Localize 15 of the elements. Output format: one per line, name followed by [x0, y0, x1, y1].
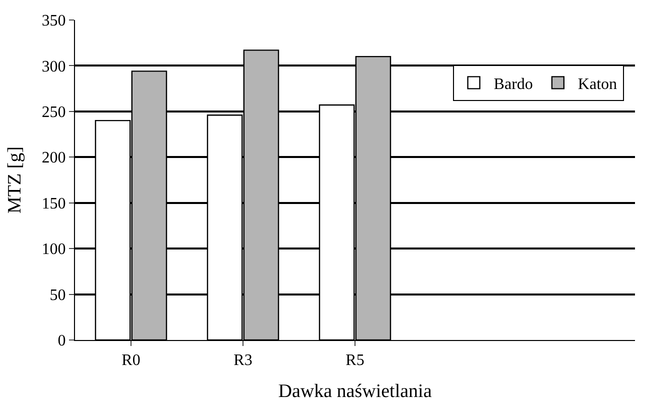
y-tick-label: 200 [42, 150, 66, 167]
y-tick-label: 150 [42, 195, 66, 212]
x-axis-title: Dawka naświetlania [278, 381, 432, 402]
y-tick-label: 350 [42, 12, 66, 30]
legend-label: Bardo [494, 76, 533, 93]
x-tick-label: R5 [346, 352, 364, 370]
y-tick-label: 300 [42, 58, 66, 76]
y-axis-title: MTZ [g] [4, 146, 26, 214]
x-tick-label: R3 [234, 352, 252, 370]
y-tick-label: 50 [50, 286, 66, 304]
legend-label: Katon [578, 76, 618, 93]
x-tick-label: R0 [122, 352, 140, 370]
y-tick-label: 0 [58, 332, 66, 350]
y-tick-label: 250 [42, 104, 66, 122]
y-tick-label: 100 [42, 241, 66, 258]
